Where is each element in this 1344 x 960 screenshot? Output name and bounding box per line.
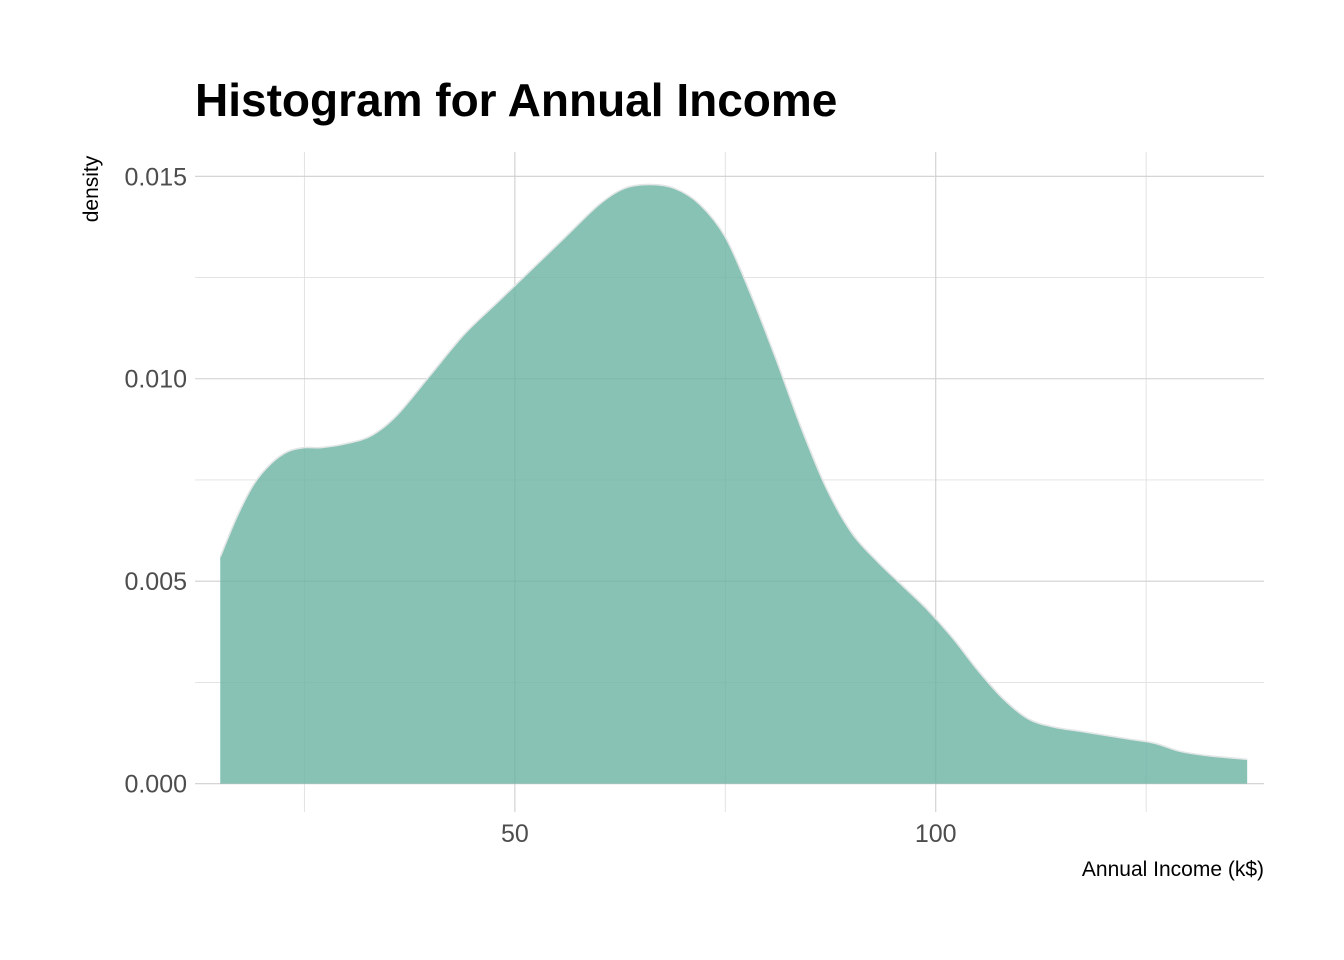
x-tick-label: 100 xyxy=(915,820,957,848)
x-axis-label: Annual Income (k$) xyxy=(1082,858,1264,881)
density-outline xyxy=(219,183,1248,761)
density-area-layer xyxy=(219,183,1248,784)
y-axis-ticks: 0.000 0.005 0.010 0.015 xyxy=(124,163,187,798)
density-area xyxy=(220,184,1248,784)
chart-title: Histogram for Annual Income xyxy=(195,74,837,126)
y-tick-label: 0.005 xyxy=(124,568,187,596)
x-axis-ticks: 50 100 xyxy=(501,820,957,848)
x-tick-label: 50 xyxy=(501,820,529,848)
y-axis-label: density xyxy=(80,155,103,222)
y-tick-label: 0.000 xyxy=(124,771,187,799)
y-tick-label: 0.015 xyxy=(124,163,187,191)
y-tick-label: 0.010 xyxy=(124,366,187,394)
